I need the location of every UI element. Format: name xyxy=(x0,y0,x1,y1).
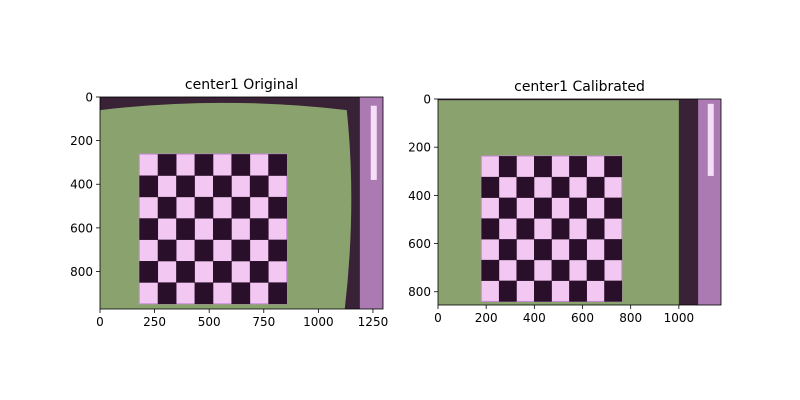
checker-square xyxy=(268,282,288,305)
y-tick-label: 400 xyxy=(70,178,93,192)
camera-image xyxy=(438,99,721,305)
checker-square xyxy=(586,218,605,240)
checker-square xyxy=(194,282,214,305)
checker-square xyxy=(139,175,159,198)
checker-square xyxy=(569,197,587,219)
checker-square xyxy=(268,196,288,219)
checker-square xyxy=(604,280,623,302)
y-tick-label: 200 xyxy=(408,141,431,155)
checker-square xyxy=(213,175,232,198)
right-highlight xyxy=(370,105,377,180)
checker-square xyxy=(268,154,288,176)
checker-square xyxy=(604,239,623,261)
checker-square xyxy=(268,239,288,262)
x-tick-label: 250 xyxy=(143,315,166,329)
right-glare xyxy=(698,99,721,305)
y-tick-label: 400 xyxy=(408,189,431,203)
checker-square xyxy=(213,218,232,240)
checker-square xyxy=(586,176,605,198)
checker-square xyxy=(516,259,535,281)
checker-square xyxy=(157,154,177,176)
checker-square xyxy=(604,156,623,178)
y-tick-label: 800 xyxy=(70,265,93,279)
checker-square xyxy=(569,239,587,261)
checker-square xyxy=(231,196,251,219)
checker-square xyxy=(213,261,232,283)
axes-frame xyxy=(437,98,722,306)
checker-square xyxy=(481,259,500,281)
right-glare xyxy=(359,97,383,309)
checker-square xyxy=(498,197,517,219)
y-tick-label: 800 xyxy=(408,285,431,299)
checker-square xyxy=(534,156,552,178)
checker-square xyxy=(176,218,195,240)
checker-square xyxy=(194,196,214,219)
y-tick-label: 0 xyxy=(85,91,93,105)
checker-square xyxy=(249,175,269,198)
checker-square xyxy=(534,197,552,219)
checker-square xyxy=(569,156,587,178)
checker-square xyxy=(551,218,570,240)
checker-square xyxy=(534,280,552,302)
checker-square xyxy=(481,218,500,240)
checker-square xyxy=(157,239,177,262)
checker-square xyxy=(551,176,570,198)
y-tick-label: 600 xyxy=(408,237,431,251)
checker-square xyxy=(176,175,195,198)
checkerboard xyxy=(138,153,288,305)
checker-square xyxy=(516,218,535,240)
checker-square xyxy=(231,282,251,305)
x-tick-label: 500 xyxy=(198,315,221,329)
camera-image xyxy=(100,97,383,309)
checker-square xyxy=(231,239,251,262)
checker-square xyxy=(176,261,195,283)
checker-square xyxy=(516,176,535,198)
x-tick-label: 800 xyxy=(619,311,642,325)
checker-square xyxy=(498,280,517,302)
x-tick-label: 200 xyxy=(475,311,498,325)
x-tick-label: 1000 xyxy=(303,315,334,329)
y-tick-label: 200 xyxy=(70,134,93,148)
checker-square xyxy=(139,218,159,240)
checker-square xyxy=(249,261,269,283)
checker-square xyxy=(139,261,159,283)
y-tick-label: 600 xyxy=(70,221,93,235)
right-highlight xyxy=(707,103,714,176)
chart-title: center1 Original xyxy=(185,77,298,93)
checker-square xyxy=(157,196,177,219)
checker-square xyxy=(586,259,605,281)
checker-square xyxy=(498,239,517,261)
checker-square xyxy=(498,156,517,178)
checker-square xyxy=(569,280,587,302)
axes-frame xyxy=(99,96,384,310)
checker-square xyxy=(481,176,500,198)
x-tick-label: 0 xyxy=(96,315,104,329)
x-tick-label: 400 xyxy=(523,311,546,325)
x-tick-label: 600 xyxy=(571,311,594,325)
checker-square xyxy=(231,154,251,176)
checkerboard xyxy=(480,155,623,302)
checker-square xyxy=(534,239,552,261)
checker-square xyxy=(194,154,214,176)
subplot-calibrated: center1 Calibrated 0 200 400 600 800 1000 0 200 4… xyxy=(408,79,722,325)
checker-square xyxy=(249,218,269,240)
checker-square xyxy=(551,259,570,281)
x-tick-label: 750 xyxy=(252,315,275,329)
checker-square xyxy=(604,197,623,219)
checker-square xyxy=(157,282,177,305)
x-tick-label: 1250 xyxy=(358,315,389,329)
x-tick-label: 1000 xyxy=(664,311,695,325)
subplot-original: center1 Original 0 250 500 750 1000 1250 0 200 40… xyxy=(70,77,389,329)
y-tick-label: 0 xyxy=(423,93,431,107)
checker-square xyxy=(194,239,214,262)
chart-title: center1 Calibrated xyxy=(514,79,645,95)
x-tick-label: 0 xyxy=(434,311,442,325)
